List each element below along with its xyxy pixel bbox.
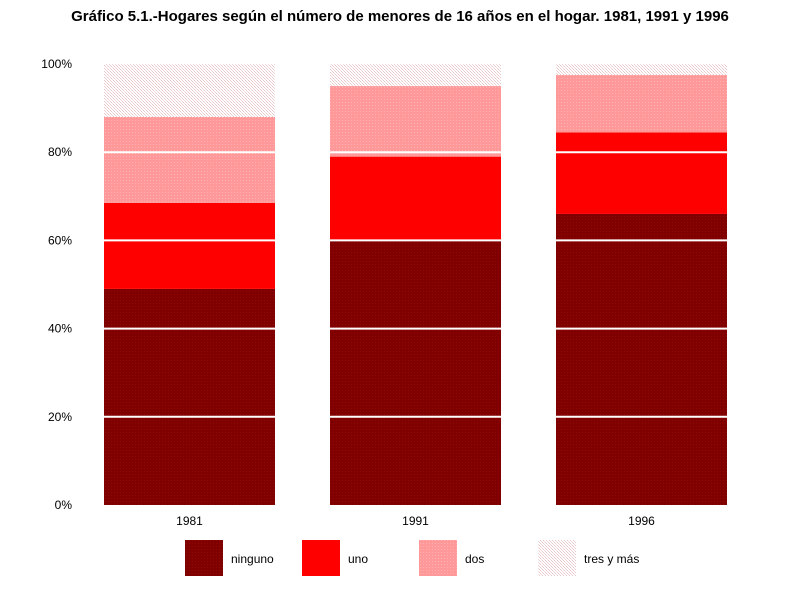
bar-1996-series-3 xyxy=(556,75,727,133)
x-tick-label: 1991 xyxy=(402,514,429,528)
chart-title: Gráfico 5.1.-Hogares según el número de … xyxy=(71,8,729,25)
y-tick-label: 20% xyxy=(48,410,72,424)
legend-label: tres y más xyxy=(584,552,639,566)
y-tick-label: 40% xyxy=(48,322,72,336)
legend-label: uno xyxy=(348,552,368,566)
gridlines xyxy=(100,151,730,418)
bar-1996-series-2 xyxy=(556,132,727,214)
bar-1981-series-1 xyxy=(104,288,275,505)
bar-1996-series-4 xyxy=(556,64,727,76)
bar-1981-series-3 xyxy=(104,116,275,203)
y-tick-label: 80% xyxy=(48,145,72,159)
legend-swatch xyxy=(538,540,576,576)
x-tick-label: 1981 xyxy=(176,514,203,528)
legend: ninguno uno dos tres y más xyxy=(185,540,639,576)
bar-1991-series-1 xyxy=(330,240,501,505)
x-axis: 1981 1991 1996 xyxy=(176,514,655,528)
legend-swatch xyxy=(419,540,457,576)
legend-swatch xyxy=(302,540,340,576)
y-tick-label: 0% xyxy=(55,498,73,512)
bar-1981-series-2 xyxy=(104,202,275,289)
bar-1996-series-1 xyxy=(556,213,727,505)
y-tick-label: 100% xyxy=(41,57,72,71)
legend-label: ninguno xyxy=(231,552,274,566)
legend-label: dos xyxy=(465,552,484,566)
x-tick-label: 1996 xyxy=(628,514,655,528)
y-axis: 0% 20% 40% 60% 80% 100% xyxy=(41,57,72,512)
bar-1991-series-4 xyxy=(330,64,501,87)
y-tick-label: 60% xyxy=(48,233,72,247)
bars-layer xyxy=(104,64,727,505)
bar-1991-series-3 xyxy=(330,86,501,157)
bar-1991-series-2 xyxy=(330,156,501,241)
bar-1981-series-4 xyxy=(104,64,275,117)
legend-swatch xyxy=(185,540,223,576)
